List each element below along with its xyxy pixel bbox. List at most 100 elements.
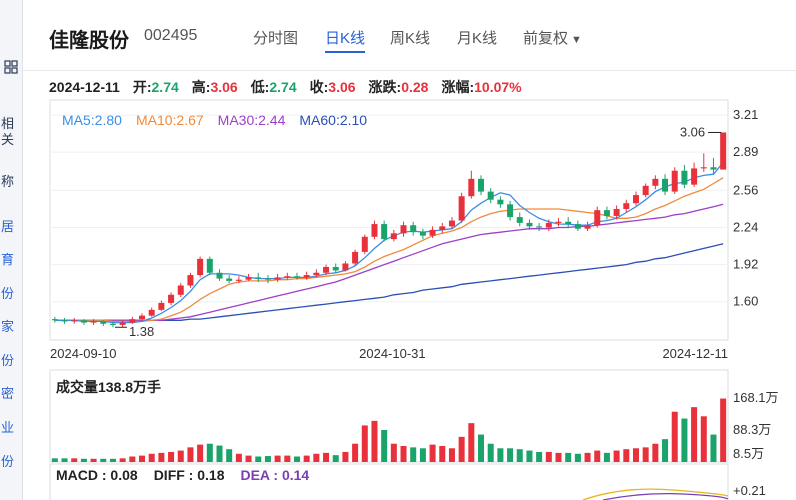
- candle-body: [168, 294, 175, 303]
- price-tick-label-5: 1.60: [733, 294, 758, 309]
- candle-body: [642, 185, 649, 196]
- candle-body: [700, 167, 707, 169]
- candle: [594, 206, 601, 228]
- volume-bar: [662, 439, 669, 462]
- candle-body: [148, 309, 155, 316]
- diff-line: [582, 488, 729, 500]
- candle: [410, 221, 417, 236]
- sidebar-label-5[interactable]: 家: [1, 319, 15, 334]
- candle: [71, 317, 78, 324]
- candle-body: [565, 221, 572, 225]
- candle: [400, 221, 407, 237]
- sidebar-label-6[interactable]: 份: [1, 353, 15, 368]
- kline-card: 佳隆股份 002495 分时图 日K线 周K线 月K线 前复权 ▼ 2024-12…: [23, 0, 796, 500]
- candle-body: [80, 320, 87, 323]
- volume-tick-label-1: 88.3万: [733, 422, 771, 437]
- tab-monthly-k[interactable]: 月K线: [457, 30, 498, 47]
- sidebar-label-4[interactable]: 份: [1, 286, 15, 301]
- price-tick-label-0: 3.21: [733, 107, 758, 122]
- tab-daily-k[interactable]: 日K线: [325, 30, 366, 47]
- candle: [168, 292, 175, 306]
- volume-bar: [293, 456, 300, 462]
- date-tick-label-1: 2024-10-31: [359, 346, 426, 361]
- candle: [468, 170, 475, 199]
- candle-body: [458, 196, 465, 221]
- candle-body: [352, 251, 359, 264]
- sidebar-label-0[interactable]: 相关: [1, 116, 15, 147]
- candle-body: [671, 170, 678, 192]
- candle-body: [303, 275, 310, 278]
- quote-change-label: 涨跌:: [368, 79, 402, 95]
- volume-bar: [487, 443, 494, 462]
- candle: [206, 256, 213, 276]
- volume-bar: [177, 450, 184, 462]
- volume-bar: [671, 411, 678, 462]
- volume-bar: [168, 451, 175, 462]
- volume-bar: [274, 455, 281, 462]
- volume-bar: [526, 450, 533, 462]
- candle-body: [284, 276, 291, 278]
- active-tab-underline: [325, 51, 365, 53]
- volume-bar: [158, 452, 165, 462]
- volume-bar: [720, 398, 727, 462]
- candle-body: [516, 217, 523, 223]
- candle: [448, 217, 455, 229]
- macd-value: MACD : 0.08: [56, 467, 138, 483]
- candle: [187, 272, 194, 288]
- tab-weekly-k[interactable]: 周K线: [390, 30, 431, 47]
- candle: [458, 192, 465, 223]
- sidebar-label-9[interactable]: 份: [1, 454, 15, 469]
- candle-body: [691, 168, 698, 185]
- candle-body: [400, 225, 407, 234]
- candle: [323, 264, 330, 276]
- tab-intraday[interactable]: 分时图: [253, 30, 299, 47]
- candle: [274, 273, 281, 283]
- volume-bar: [419, 448, 426, 462]
- chart-header: 佳隆股份 002495 分时图 日K线 周K线 月K线 前复权 ▼: [23, 0, 796, 71]
- candle: [352, 249, 359, 266]
- ma30-legend: MA30:2.44: [217, 112, 286, 128]
- quote-high-value: 3.06: [210, 79, 238, 95]
- sidebar-label-2[interactable]: 居: [1, 219, 15, 234]
- sidebar-label-1[interactable]: 称: [1, 174, 15, 189]
- volume-bar: [613, 450, 620, 462]
- quote-bar: 2024-12-11 开:2.74 高:3.06 低:2.74 收:3.06 涨跌:0.2…: [49, 77, 535, 97]
- candle: [197, 256, 204, 278]
- quote-change: 涨跌:0.28: [369, 79, 429, 95]
- grid-icon[interactable]: [4, 60, 18, 74]
- candle-body: [90, 321, 97, 323]
- volume-bar: [216, 445, 223, 462]
- candle: [536, 222, 543, 232]
- candle-body: [720, 132, 727, 170]
- quote-high-label: 高:: [191, 79, 211, 95]
- volume-bar: [51, 458, 58, 462]
- sidebar-label-8[interactable]: 业: [1, 420, 15, 435]
- quote-date: 2024-12-11: [49, 79, 120, 95]
- candle: [507, 200, 514, 221]
- candle: [51, 316, 58, 323]
- candle-body: [342, 263, 349, 271]
- candle-body: [632, 195, 639, 204]
- candle: [691, 162, 698, 187]
- price-pane-frame: [49, 99, 729, 341]
- kline-chart-svg[interactable]: 3.21 2.89 2.56 2.24 1.92 1.60 3.06 1.38 2024-09-…: [23, 0, 796, 500]
- ma30-line: [54, 203, 724, 321]
- volume-bar: [148, 453, 155, 462]
- volume-tick-label-2: 8.5万: [733, 446, 764, 461]
- adjust-dropdown[interactable]: 前复权 ▼: [523, 27, 582, 48]
- volume-bar: [710, 434, 717, 462]
- candle-body: [681, 170, 688, 185]
- sidebar-label-7[interactable]: 密: [1, 386, 15, 401]
- sidebar-label-3[interactable]: 育: [1, 252, 15, 267]
- candle: [710, 157, 717, 175]
- candle: [293, 272, 300, 280]
- candle-body: [245, 277, 252, 280]
- volume-bar: [468, 423, 475, 462]
- max-price-annotation: 3.06: [680, 124, 705, 139]
- candle-body: [526, 222, 533, 227]
- volume-bar: [507, 448, 514, 462]
- candle: [584, 221, 591, 232]
- adjust-dropdown-label: 前复权: [523, 30, 569, 47]
- min-price-annotation: 1.38: [129, 324, 154, 339]
- candle-body: [255, 277, 262, 279]
